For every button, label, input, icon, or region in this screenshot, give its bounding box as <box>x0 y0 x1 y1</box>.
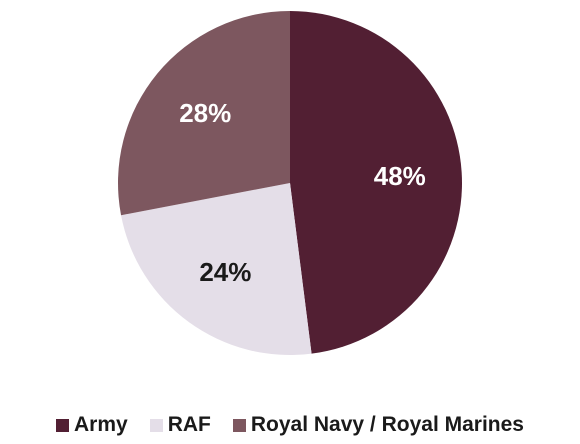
legend: Army RAF Royal Navy / Royal Marines <box>0 410 580 440</box>
pie-slices <box>117 11 463 355</box>
pie-slice-labels: 48% 24% 28% <box>179 98 426 287</box>
legend-item-royal-navy: Royal Navy / Royal Marines <box>232 413 524 437</box>
pie-slice-label-royal-navy: 28% <box>179 98 231 128</box>
pie-slice-label-army: 48% <box>374 161 426 191</box>
legend-label-army: Army <box>74 413 128 436</box>
legend-swatch-raf <box>149 418 163 432</box>
legend-swatch-royal-navy <box>232 418 246 432</box>
legend-item-raf: RAF <box>149 413 211 437</box>
legend-label-royal-navy: Royal Navy / Royal Marines <box>250 413 524 436</box>
pie-slice-label-raf: 24% <box>199 257 251 287</box>
legend-item-army: Army <box>56 413 128 437</box>
pie-slice-army <box>290 11 463 354</box>
pie-slice-raf <box>121 183 312 355</box>
pie-slice-royal-navy <box>117 11 290 216</box>
legend-label-raf: RAF <box>167 413 211 436</box>
legend-swatch-army <box>56 418 69 432</box>
